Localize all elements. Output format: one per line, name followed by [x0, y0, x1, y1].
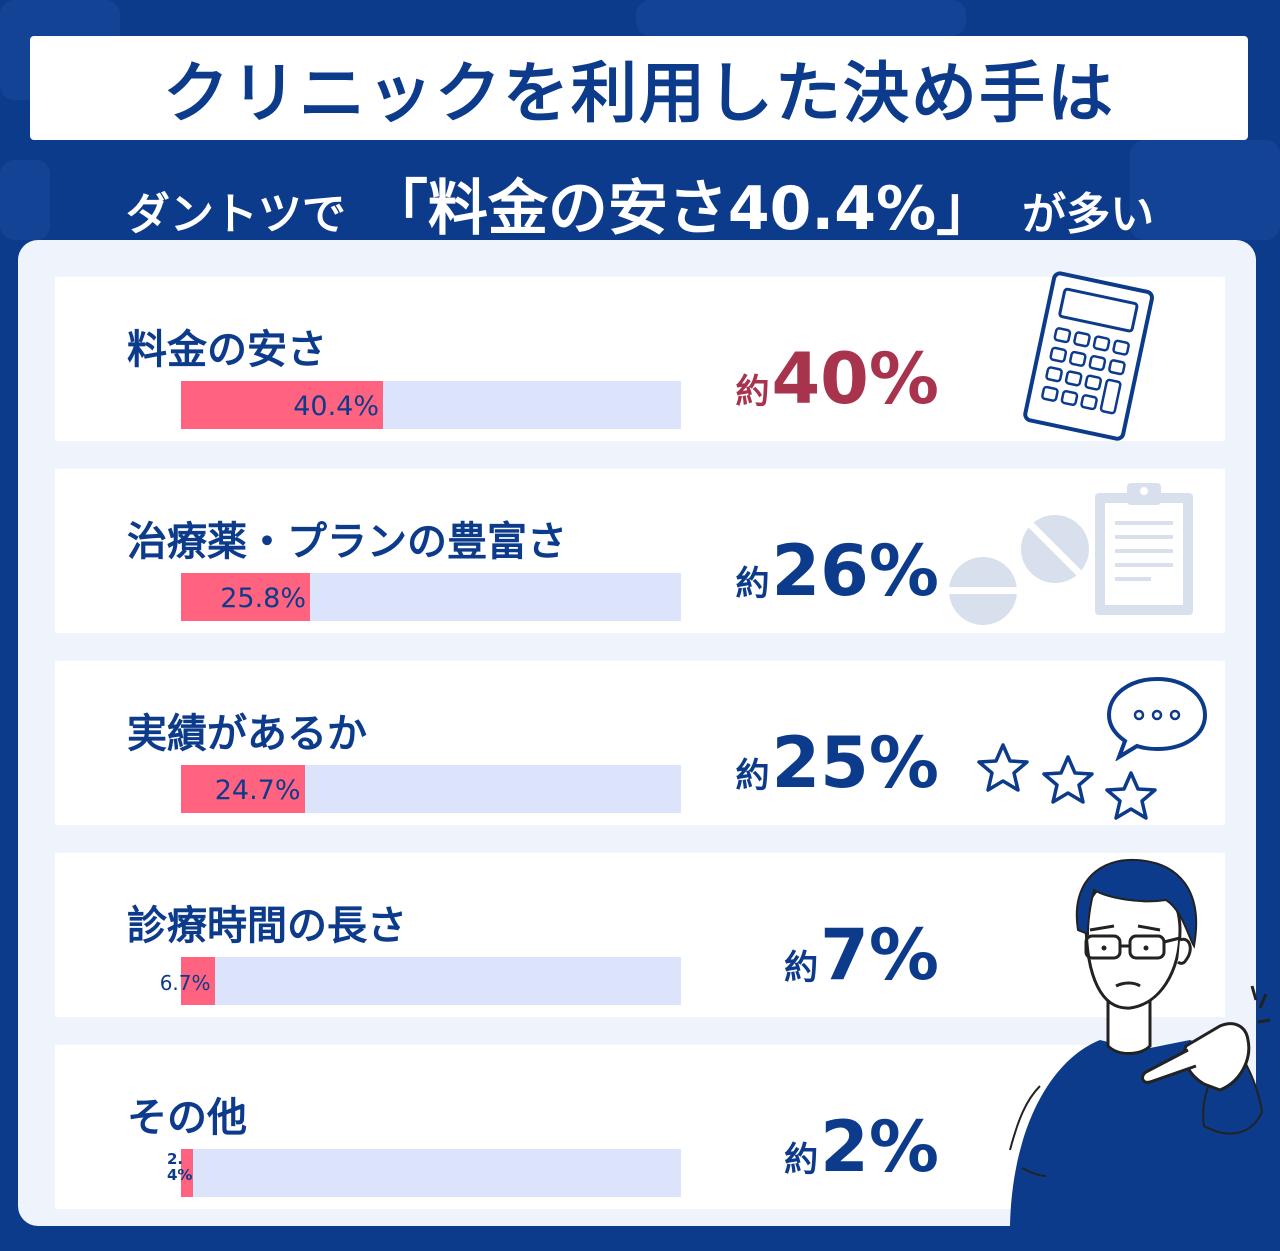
bar-value-label: 40.4%	[293, 391, 379, 422]
approx-value: 約 25%	[735, 723, 939, 803]
approx-number: 26%	[771, 530, 939, 612]
chart-row-3: 診療時間の長さ 6.7% 約 7%	[55, 853, 1225, 1017]
subtitle-suffix: が多い	[1022, 189, 1155, 240]
bar-track: 2.4%	[167, 1149, 681, 1197]
bar-track: 24.7%	[181, 765, 681, 813]
bar: 24.7%	[181, 765, 305, 813]
man-pointing-illustration	[1009, 858, 1280, 1226]
bar-track: 6.7%	[160, 957, 681, 1005]
title-box: クリニックを利用した決め手は	[30, 36, 1248, 140]
chart-row-1: 治療薬・プランの豊富さ 25.8% 約 26%	[55, 469, 1225, 633]
approx-prefix: 約	[735, 756, 770, 796]
chart-row-2: 実績があるか 24.7% 約 25%	[55, 661, 1225, 825]
bar: 2.4%	[167, 1149, 193, 1197]
approx-prefix: 約	[735, 564, 770, 604]
subtitle-highlight: 「料金の安さ40.4%」	[367, 174, 997, 244]
approx-prefix: 約	[784, 948, 819, 988]
category-label: その他	[127, 1095, 247, 1141]
background-tile	[1130, 140, 1280, 240]
background-tile	[636, 0, 966, 36]
bar-value-label: 2.4%	[167, 1150, 193, 1184]
bar-track: 40.4%	[181, 381, 681, 429]
approx-number: 7%	[820, 914, 939, 996]
subtitle: ダントツで 「料金の安さ40.4%」 が多い	[0, 160, 1280, 244]
page-title: クリニックを利用した決め手は	[163, 55, 1115, 132]
bar: 40.4%	[181, 381, 383, 429]
speech-bubble-icon	[1106, 676, 1208, 761]
pills-icon	[949, 515, 1089, 625]
approx-value: 約 40%	[735, 339, 939, 419]
bar: 6.7%	[160, 957, 215, 1005]
chart-row-0: 料金の安さ 40.4% 約 40%	[55, 271, 1225, 441]
approx-prefix: 約	[784, 1140, 819, 1180]
subtitle-prefix: ダントツで	[125, 189, 346, 240]
approx-number: 40%	[771, 338, 939, 420]
approx-value: 約 26%	[735, 531, 939, 611]
bar: 25.8%	[181, 573, 310, 621]
category-label: 実績があるか	[127, 711, 367, 757]
background-tile	[0, 160, 50, 240]
approx-prefix: 約	[735, 372, 770, 412]
category-label: 診療時間の長さ	[127, 903, 407, 949]
bar-value-label: 25.8%	[220, 583, 306, 614]
bar-value-label: 24.7%	[214, 775, 301, 806]
bar-track: 25.8%	[181, 573, 681, 621]
bar-value-label: 6.7%	[159, 971, 211, 995]
approx-number: 2%	[820, 1106, 939, 1188]
clipboard-icon	[1095, 483, 1193, 615]
stars-icon	[977, 743, 1157, 820]
approx-value: 約 7%	[784, 915, 939, 995]
approx-number: 25%	[771, 722, 939, 804]
category-label: 治療薬・プランの豊富さ	[127, 519, 567, 565]
category-label: 料金の安さ	[127, 327, 327, 373]
approx-value: 約 2%	[784, 1107, 939, 1187]
calculator-icon	[1023, 271, 1155, 441]
